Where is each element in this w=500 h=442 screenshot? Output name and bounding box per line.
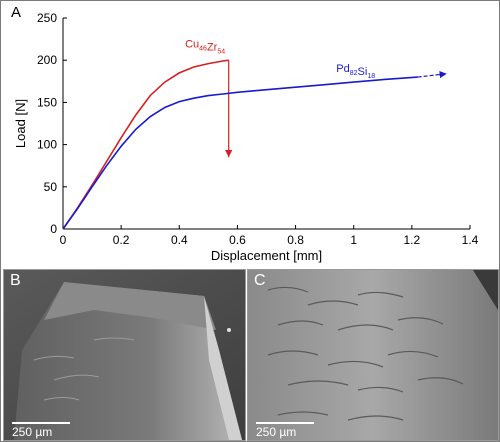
continuation-arrow-pd82si18: [417, 70, 447, 79]
y-tick-label: 250: [37, 11, 57, 25]
x-tick-label: 1.4: [462, 233, 479, 247]
y-tick-label: 100: [37, 138, 57, 152]
panel-label-a: A: [11, 4, 21, 21]
x-tick-label: 0.4: [171, 233, 188, 247]
y-tick-label: 150: [37, 95, 57, 109]
x-axis-label: Displacement [mm]: [211, 248, 322, 263]
x-tick-label: 0.6: [229, 233, 246, 247]
series-label-cu46zr54: Cu46Zr54: [185, 39, 225, 56]
x-tick-label: 1: [350, 233, 357, 247]
micrograph-b-scale-text: 250 µm: [12, 425, 53, 439]
micrograph-b-label: B: [10, 272, 21, 289]
x-tick-label: 1.2: [404, 233, 421, 247]
micrograph-c-label: C: [254, 272, 266, 289]
series-label-pd82si18: Pd82Si18: [336, 63, 375, 80]
micrograph-c: C 250 µm: [247, 269, 499, 441]
y-axis-label: Load [N]: [13, 99, 28, 148]
series-line-pd82si18: [62, 76, 418, 230]
x-tick-label: 0: [60, 233, 67, 247]
load-displacement-chart: A 0 0.2 0.4 0.6 0.8 1 1.2 1.4 0 50 100 150 200 250 Disp…: [11, 4, 479, 263]
x-tick-label: 0.8: [287, 233, 304, 247]
micrograph-b-scale-bar: [12, 422, 70, 424]
micrograph-b: B 250 µm: [3, 269, 246, 441]
micrograph-c-image: [248, 270, 498, 440]
micrograph-c-scale-text: 250 µm: [256, 425, 297, 439]
micrograph-c-scale-bar: [256, 422, 314, 424]
y-tick-label: 50: [44, 180, 58, 194]
x-tick-label: 0.2: [113, 233, 130, 247]
series-line-cu46zr54: [62, 59, 229, 230]
y-tick-label: 0: [50, 222, 57, 236]
y-tick-label: 200: [37, 53, 57, 67]
micrograph-b-image: [4, 270, 245, 440]
